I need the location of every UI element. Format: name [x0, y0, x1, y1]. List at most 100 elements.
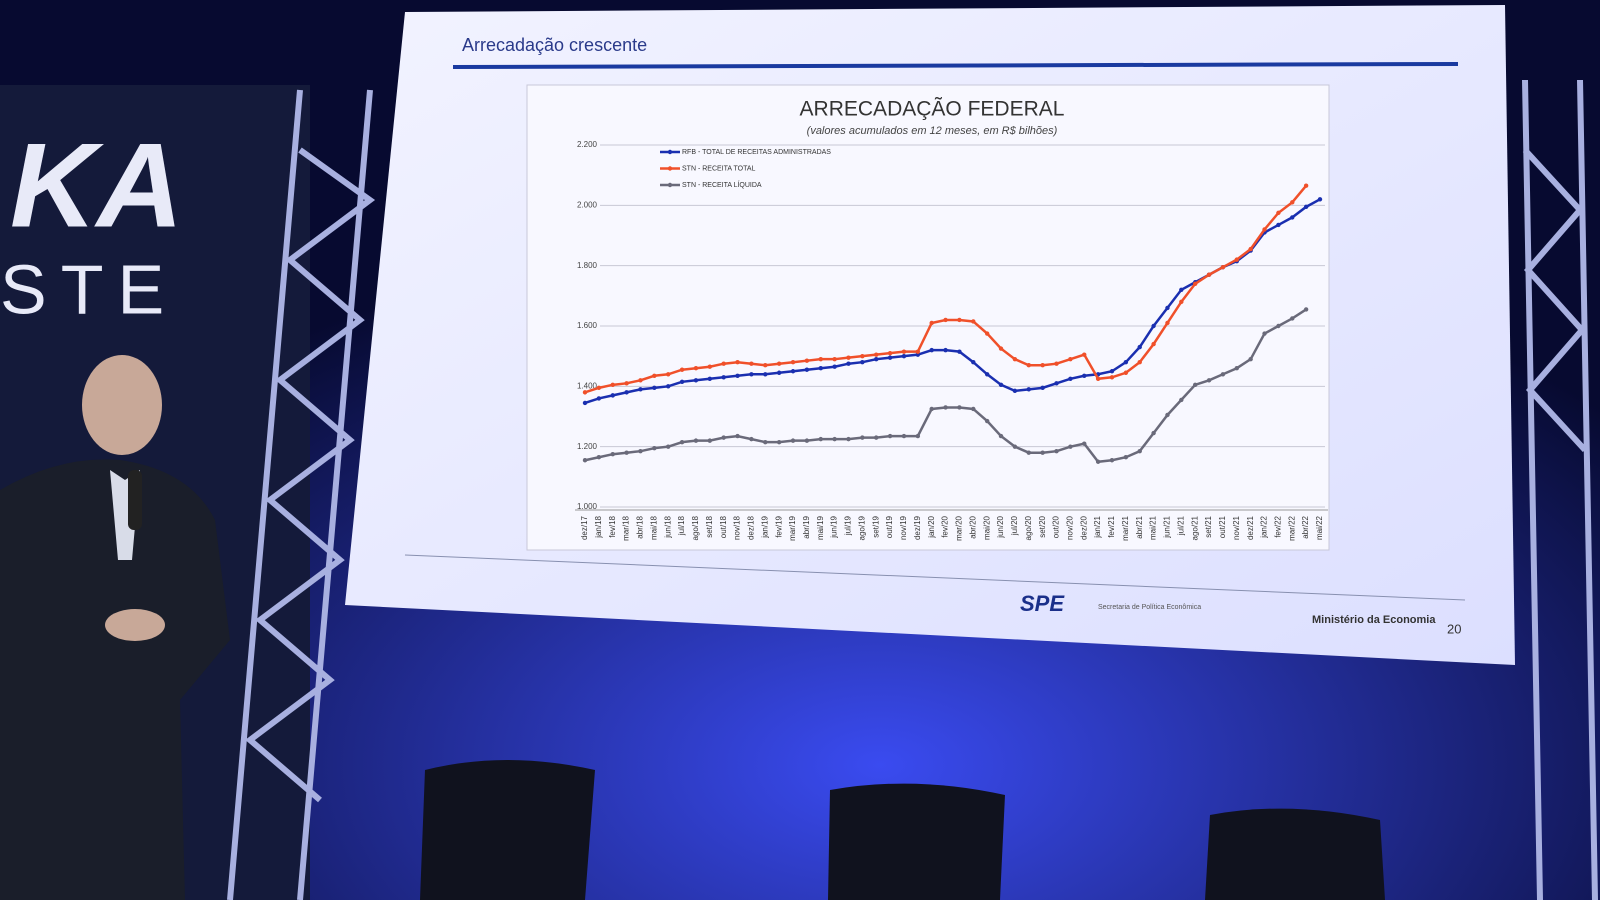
series-point [1095, 376, 1101, 381]
series-point [1262, 331, 1267, 336]
x-tick-label: out/18 [719, 515, 728, 538]
x-tick-label: dez/18 [747, 515, 756, 540]
series-point [596, 455, 602, 460]
page-number: 20 [1447, 621, 1461, 636]
series-point [832, 364, 837, 369]
series-point [749, 436, 754, 442]
series-point [957, 349, 962, 354]
series-point [1095, 459, 1101, 464]
series-point [582, 400, 588, 406]
x-tick-label: abr/19 [802, 515, 811, 538]
series-point [624, 450, 629, 455]
series-point [693, 366, 699, 371]
series-point [1054, 381, 1059, 386]
series-point [971, 406, 976, 412]
series-point [1290, 316, 1295, 321]
series-point [957, 405, 962, 410]
series-point [887, 355, 893, 360]
series-point [693, 438, 699, 443]
truss [227, 79, 1598, 900]
legend-label: STN - RECEITA TOTAL [682, 165, 755, 172]
series-point [1012, 388, 1018, 394]
x-tick-label: jun/20 [996, 515, 1005, 538]
series-point [943, 317, 948, 323]
series-point [707, 438, 713, 443]
series-point [929, 320, 934, 326]
series-point [1082, 352, 1087, 357]
series-point [818, 356, 823, 362]
legend-dot [667, 182, 673, 188]
x-tick-label: jan/20 [927, 515, 936, 538]
x-tick-label: jul/20 [1010, 515, 1019, 536]
series-point [790, 360, 796, 365]
series-point [804, 367, 810, 372]
series-point [1220, 372, 1226, 377]
series-point [1262, 227, 1267, 232]
x-tick-label: jun/19 [830, 515, 839, 538]
series-point [652, 373, 657, 378]
legend-dot [667, 166, 673, 171]
x-tick-label: jul/18 [677, 515, 686, 536]
x-tick-label: mai/20 [982, 515, 991, 540]
series-point [998, 433, 1004, 439]
series-point [1068, 444, 1073, 449]
series-point [1137, 360, 1142, 365]
series-point [1206, 378, 1212, 383]
series-point [1234, 257, 1239, 262]
series-point [707, 376, 713, 381]
series-point [1109, 458, 1115, 463]
x-tick-label: dez/21 [1246, 515, 1255, 540]
series-point [693, 378, 699, 383]
series-point [735, 360, 740, 365]
legend-dot [667, 149, 673, 155]
series-point [1276, 210, 1281, 216]
x-tick-label: abr/18 [636, 515, 645, 538]
x-tick-label: set/18 [705, 515, 714, 537]
series-point [763, 439, 768, 445]
series-point [874, 352, 879, 357]
banner-tagline: STE [0, 250, 178, 328]
x-tick-label: out/19 [885, 515, 894, 538]
ministry: Ministério da Economia [1312, 614, 1436, 626]
series-point [832, 436, 837, 442]
series-point [1276, 222, 1281, 228]
spe-logo: SPE [1020, 591, 1065, 616]
series-point [582, 390, 588, 395]
series-point [915, 349, 921, 354]
x-tick-label: dez/17 [580, 515, 589, 540]
series-point [652, 445, 657, 451]
series-point [1151, 430, 1156, 436]
spe-name: Secretaria de Política Econômica [1098, 604, 1201, 611]
series-point [901, 353, 907, 359]
series-point [1151, 341, 1156, 347]
series-point [1179, 397, 1184, 403]
x-tick-label: set/20 [1038, 515, 1047, 537]
series-point [610, 452, 615, 457]
x-tick-label: ago/18 [691, 515, 700, 540]
series-point [1165, 412, 1170, 418]
x-tick-label: fev/20 [941, 515, 950, 537]
y-tick-label: 1.600 [577, 321, 598, 330]
series-point [846, 361, 851, 366]
series-point [804, 438, 810, 443]
series-point [610, 393, 615, 398]
x-tick-label: jul/21 [1176, 515, 1185, 536]
x-tick-label: mai/19 [816, 515, 825, 540]
series-point [1082, 441, 1087, 446]
series-point [776, 439, 782, 445]
series-point [1012, 444, 1018, 449]
series-point [1082, 373, 1087, 378]
series-point [1137, 448, 1142, 454]
series-point [971, 319, 976, 324]
series-point [1068, 356, 1073, 362]
series-point [763, 363, 768, 368]
series-point [707, 364, 713, 369]
series-point [721, 435, 726, 440]
series-point [1040, 450, 1045, 455]
series-point [1040, 363, 1045, 368]
series-point [624, 390, 629, 395]
series-point [596, 396, 602, 401]
series-point [832, 356, 837, 362]
x-tick-label: ago/19 [857, 515, 866, 540]
x-tick-label: jan/19 [760, 515, 769, 538]
